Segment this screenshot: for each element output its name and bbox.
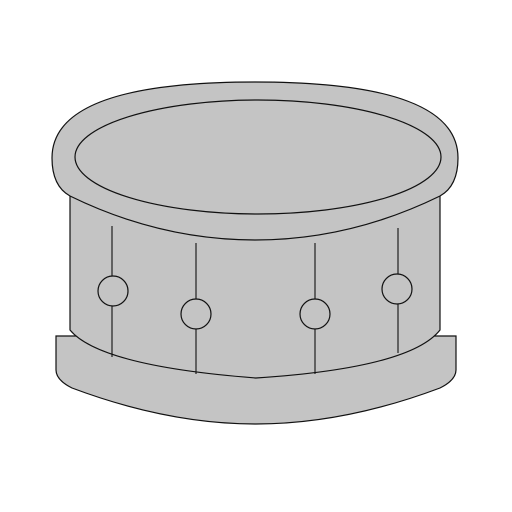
drum-lug-4 — [381, 273, 413, 305]
drum-lug-1 — [97, 275, 129, 307]
drum-shell — [69, 187, 441, 379]
drum-lug-3 — [299, 298, 331, 330]
drum-lugs — [97, 273, 413, 330]
drum-lug-2 — [180, 298, 212, 330]
drum-head — [74, 99, 442, 215]
